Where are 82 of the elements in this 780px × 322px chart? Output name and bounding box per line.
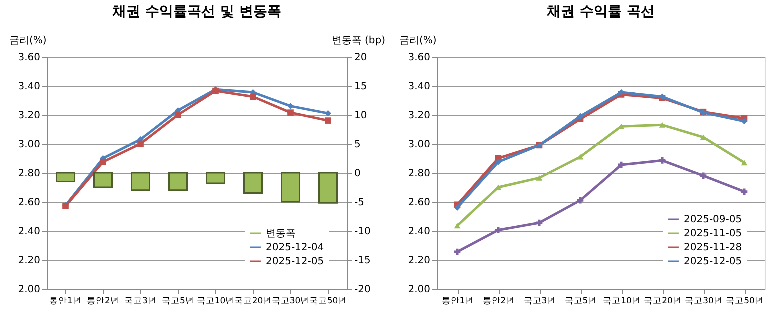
point (100, 158, 106, 166)
point (495, 158, 502, 166)
y2-tick-label: -10 (354, 226, 371, 238)
y-tick-label: 3.60 (18, 52, 40, 64)
x-tick-label: 통안1년 (50, 296, 82, 306)
point (536, 220, 543, 226)
point (454, 223, 461, 229)
y2-tick-label: 10 (354, 110, 368, 122)
legend-label: 2025-11-28 (684, 242, 742, 254)
y2-tick-label: 15 (354, 82, 368, 92)
y2-axis-title: 변동폭 (bp) (332, 36, 386, 46)
y-tick-label: 2.20 (408, 256, 430, 266)
y-tick-label: 2.00 (18, 284, 40, 296)
x-tick-label: 국고50년 (726, 296, 764, 306)
y-tick-label: 3.20 (408, 110, 430, 122)
y-tick-label: 3.40 (18, 82, 40, 92)
point (175, 112, 182, 118)
point (288, 110, 294, 116)
y-tick-label: 2.80 (18, 168, 40, 180)
point (577, 113, 584, 120)
y-axis-title: 금리(%) (400, 36, 437, 46)
chart-title: 채권 수익률곡선 및 변동폭 (112, 4, 282, 20)
legend-label: 2025-12-05 (684, 256, 742, 268)
point (325, 118, 332, 124)
x-tick-label: 국고10년 (603, 296, 641, 306)
legend-label: 2025-12-04 (266, 242, 324, 254)
y-tick-label: 3.20 (18, 110, 40, 122)
x-tick-label: 통안2년 (87, 296, 120, 306)
y2-tick-label: 0 (354, 168, 361, 180)
y-tick-label: 2.80 (408, 168, 430, 180)
point (138, 140, 144, 148)
point (741, 188, 748, 196)
legend-label: 2025-09-05 (684, 214, 742, 226)
x-tick-label: 국고3년 (124, 296, 157, 306)
y2-tick-label: -5 (354, 198, 364, 208)
y-tick-label: 3.60 (408, 52, 430, 64)
y-tick-label: 2.20 (18, 256, 40, 266)
point (495, 227, 502, 234)
x-tick-label: 국고30년 (272, 296, 310, 306)
x-tick-label: 국고50년 (309, 296, 348, 306)
y2-tick-label: 5 (354, 140, 361, 150)
point (741, 160, 748, 166)
legend-label: 2025-11-05 (684, 228, 742, 240)
x-tick-label: 국고10년 (196, 296, 235, 306)
point (659, 158, 666, 164)
x-tick-label: 국고20년 (644, 296, 682, 306)
point (250, 94, 256, 100)
legend-label: 변동폭 (266, 228, 296, 240)
y-tick-label: 3.40 (408, 82, 430, 92)
point (454, 204, 461, 211)
point (577, 154, 584, 160)
x-tick-label: 국고5년 (162, 296, 194, 306)
legend-label: 2025-12-05 (266, 256, 324, 268)
x-tick-label: 통안1년 (442, 296, 474, 306)
point (577, 197, 584, 204)
point (741, 118, 748, 125)
point (288, 103, 294, 110)
point (618, 89, 625, 96)
y-tick-label: 2.60 (408, 198, 430, 208)
y2-tick-label: 20 (354, 52, 368, 64)
y2-tick-label: -20 (354, 284, 371, 296)
y-tick-label: 3.00 (408, 140, 430, 150)
x-tick-label: 국고30년 (685, 296, 723, 306)
y-tick-label: 2.60 (18, 198, 40, 208)
x-tick-label: 국고5년 (564, 296, 598, 306)
point (454, 248, 461, 256)
y-axis-title: 금리(%) (10, 36, 47, 46)
chart-title: 채권 수익률 곡선 (546, 4, 655, 20)
y-tick-label: 2.40 (18, 226, 40, 238)
point (325, 110, 332, 117)
y2-tick-label: -15 (354, 256, 371, 266)
point (700, 172, 707, 180)
point (536, 175, 543, 181)
y-tick-label: 2.40 (408, 226, 430, 238)
point (618, 162, 625, 168)
x-tick-label: 국고20년 (234, 296, 272, 306)
x-tick-label: 통안2년 (482, 296, 516, 306)
point (659, 122, 666, 128)
y-tick-label: 3.00 (18, 140, 40, 150)
y-tick-label: 2.00 (408, 284, 430, 296)
point (700, 134, 707, 140)
x-tick-label: 국고3년 (524, 296, 556, 306)
